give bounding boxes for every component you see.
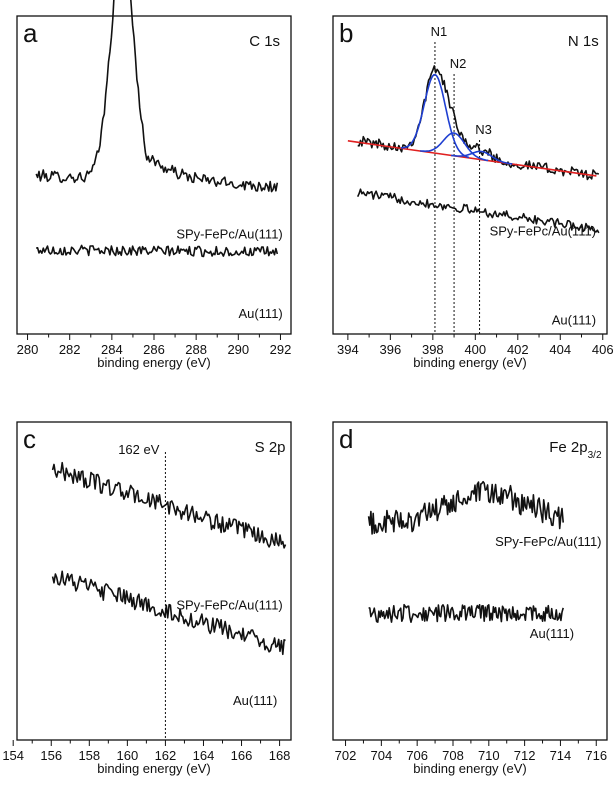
x-tick-label: 288 — [185, 342, 207, 357]
panel-d: 702 704 706 708 710 712 714 716 binding energy (… — [332, 421, 608, 776]
series-label: Au(111) — [233, 693, 277, 708]
panel-c: 154 156 158 160 162 164 166 168 binding energy (… — [2, 421, 292, 776]
x-tick-label: 398 — [422, 342, 444, 357]
x-tick-label: 156 — [40, 748, 62, 763]
x-tick-label: 396 — [379, 342, 401, 357]
fit-component-N2 — [420, 132, 489, 162]
x-tick-label: 716 — [585, 748, 607, 763]
panel-title-subscript: 3/2 — [588, 450, 602, 461]
x-tick-label: 402 — [507, 342, 529, 357]
x-axis-label: binding energy (eV) — [413, 761, 526, 776]
panel-letter: b — [339, 18, 353, 48]
panel-title: N 1s — [568, 33, 599, 50]
series-label: SPy-FePc/Au(111) — [490, 223, 596, 238]
x-tick-label: 704 — [371, 748, 393, 763]
panel-letter: d — [339, 424, 353, 454]
panel-letter: c — [23, 424, 36, 454]
x-axis-label: binding energy (eV) — [413, 355, 526, 370]
x-tick-label: 710 — [478, 748, 500, 763]
spectrum-spy-fepc — [35, 0, 279, 193]
x-tick-label: 154 — [2, 748, 24, 763]
x-tick-label: 282 — [59, 342, 81, 357]
series-label: Au(111) — [552, 312, 596, 327]
x-tick-label: 158 — [78, 748, 100, 763]
series-label: Au(111) — [530, 626, 574, 641]
x-axis-label: binding energy (eV) — [97, 761, 210, 776]
series-label: SPy-FePc/Au(111) — [495, 534, 601, 549]
x-tick-label: 702 — [335, 748, 357, 763]
spectrum-spy-fepc — [367, 480, 564, 535]
spectrum-au111 — [35, 244, 279, 258]
x-tick-label: 394 — [337, 342, 359, 357]
series-label: Au(111) — [238, 306, 282, 321]
series-label: SPy-FePc/Au(111) — [176, 227, 282, 242]
spectrum-au111 — [51, 570, 286, 656]
marker-label: 162 eV — [118, 442, 160, 457]
x-tick-label: 160 — [117, 748, 139, 763]
x-tick-label: 166 — [231, 748, 253, 763]
series-label: SPy-FePc/Au(111) — [176, 598, 282, 613]
fit-baseline — [347, 140, 597, 177]
spectrum-spy-fepc — [51, 461, 287, 549]
component-label-N3: N3 — [475, 122, 492, 137]
x-tick-label: 168 — [269, 748, 291, 763]
x-tick-label: 292 — [270, 342, 292, 357]
x-tick-label: 162 — [155, 748, 177, 763]
panel-b: 394 396 398 400 402 404 406 binding energy (eV)… — [332, 15, 613, 370]
component-label-N1: N1 — [431, 24, 448, 39]
panel-title: Fe 2p3/2 — [549, 439, 602, 461]
x-tick-label: 708 — [442, 748, 464, 763]
spectrum-au111 — [368, 603, 564, 623]
panel-letter: a — [23, 18, 38, 48]
x-tick-label: 290 — [227, 342, 249, 357]
panel-title: S 2p — [255, 439, 286, 456]
x-tick-label: 164 — [193, 748, 215, 763]
panel-frame — [332, 15, 608, 335]
fit-component-N1 — [400, 73, 470, 159]
panel-title: C 1s — [249, 33, 280, 50]
x-tick-label: 400 — [464, 342, 486, 357]
x-axis-label: binding energy (eV) — [97, 355, 210, 370]
x-tick-label: 286 — [143, 342, 165, 357]
panel-frame — [332, 421, 608, 741]
x-tick-label: 712 — [514, 748, 536, 763]
spectrum-au111 — [356, 188, 600, 234]
panel-a: 280 282 284 286 288 290 292 binding energy (eV)… — [16, 0, 292, 370]
x-tick-label: 714 — [550, 748, 572, 763]
x-tick-label: 284 — [101, 342, 123, 357]
panel-frame — [16, 421, 292, 741]
x-tick-label: 280 — [17, 342, 39, 357]
x-tick-label: 406 — [592, 342, 613, 357]
component-label-N2: N2 — [450, 56, 467, 71]
x-tick-label: 706 — [406, 748, 428, 763]
fit-component-N3 — [451, 150, 513, 165]
x-tick-label: 404 — [549, 342, 571, 357]
